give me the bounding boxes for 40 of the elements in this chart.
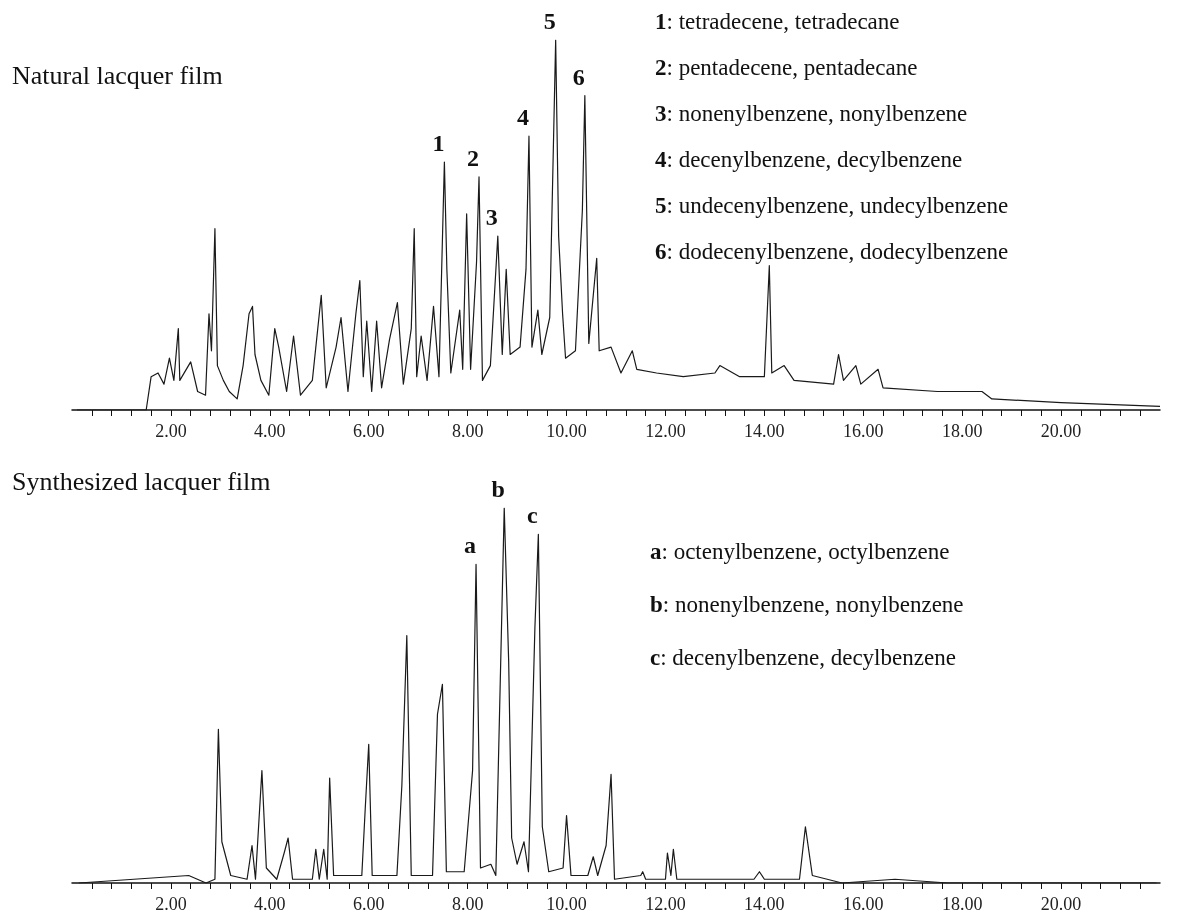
x-tick-label: 16.00 bbox=[843, 894, 884, 914]
x-tick-label: 8.00 bbox=[451, 894, 484, 914]
x-tick-label: 6.00 bbox=[352, 421, 385, 441]
annotation: 2: pentadecene, pentadecane bbox=[655, 55, 918, 80]
x-tick-label: 2.00 bbox=[155, 421, 187, 441]
x-tick-label: 20.00 bbox=[1040, 894, 1082, 914]
annotation: b: nonenylbenzene, nonylbenzene bbox=[650, 592, 964, 617]
x-tick-label: 10.00 bbox=[546, 421, 587, 441]
x-tick-label: 14.00 bbox=[744, 894, 785, 914]
annotation: 2 bbox=[467, 144, 480, 171]
annotation: 3 bbox=[485, 204, 498, 231]
chart-title: Synthesized lacquer film bbox=[12, 466, 271, 496]
annotation: 6: dodecenylbenzene, dodecylbenzene bbox=[655, 239, 1009, 264]
x-tick-label: 16.00 bbox=[843, 421, 884, 441]
text: Natural lacquer film bbox=[12, 60, 223, 90]
x-tick-label: 4.00 bbox=[254, 421, 286, 441]
text: 1: tetradecene, tetradecane bbox=[655, 9, 900, 34]
annotation: c: decenylbenzene, decylbenzene bbox=[650, 645, 956, 670]
x-tick-label: 18.00 bbox=[941, 894, 983, 914]
x-tick-label: 14.00 bbox=[744, 421, 785, 441]
x-tick-label: 6.00 bbox=[352, 894, 385, 914]
annotation: 5 bbox=[543, 8, 556, 34]
x-tick-label: 10.00 bbox=[546, 894, 587, 914]
annotation: a: octenylbenzene, octylbenzene bbox=[650, 539, 950, 564]
annotation: 4 bbox=[516, 104, 529, 131]
annotation: 1 bbox=[432, 130, 445, 157]
x-tick-label: 4.00 bbox=[254, 894, 286, 914]
annotation: 6 bbox=[572, 63, 585, 90]
annotation: 5: undecenylbenzene, undecylbenzene bbox=[655, 193, 1009, 218]
annotation: a bbox=[464, 532, 477, 559]
x-tick-label: 12.00 bbox=[645, 421, 686, 441]
x-tick-label: 20.00 bbox=[1040, 421, 1082, 441]
x-tick-label: 12.00 bbox=[645, 894, 686, 914]
annotation: c bbox=[527, 502, 539, 529]
x-tick-label: 8.00 bbox=[451, 421, 484, 441]
annotation: b bbox=[491, 476, 505, 502]
annotation: 4: decenylbenzene, decylbenzene bbox=[655, 147, 963, 172]
x-tick-label: 2.00 bbox=[155, 894, 187, 914]
annotation: 3: nonenylbenzene, nonylbenzene bbox=[655, 101, 968, 126]
x-tick-label: 18.00 bbox=[941, 421, 983, 441]
